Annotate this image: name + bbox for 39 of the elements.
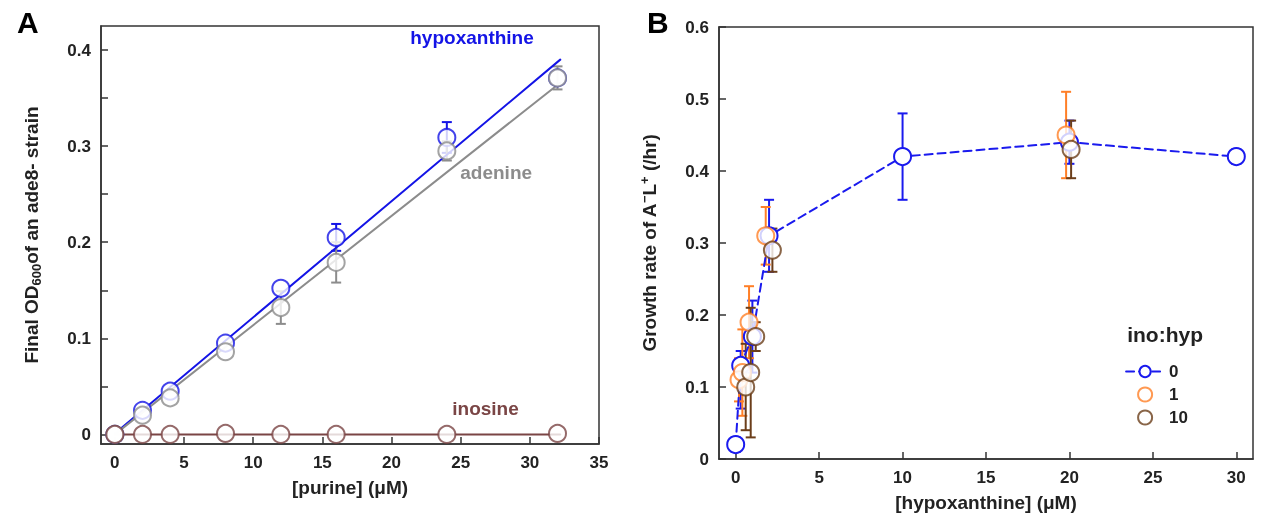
series-label: hypoxanthine <box>410 27 534 49</box>
y-tick-label: 0.3 <box>685 233 709 253</box>
legend-label: 10 <box>1169 408 1189 427</box>
series-label: inosine <box>452 397 519 419</box>
y-axis-title: Growth rate of A−L+ (/hr) <box>637 134 660 352</box>
legend-title: ino:hyp <box>1127 323 1204 346</box>
x-tick-label: 20 <box>382 453 401 472</box>
x-axis-title: [purine] (μM) <box>291 477 409 498</box>
y-tick-label: 0.1 <box>685 377 709 397</box>
series-label: adenine <box>460 162 533 184</box>
x-tick-label: 15 <box>976 468 996 487</box>
x-tick-label: 25 <box>451 453 471 472</box>
legend-label: 0 <box>1169 362 1179 381</box>
x-tick-label: 10 <box>243 453 263 472</box>
x-tick-label: 10 <box>893 468 913 487</box>
chart-title: B <box>647 5 669 39</box>
y-tick-label: 0 <box>81 424 91 444</box>
x-tick-label: 0 <box>110 453 120 472</box>
y-tick-label: 0.4 <box>67 40 92 60</box>
x-tick-label: 5 <box>814 468 824 487</box>
x-tick-label: 20 <box>1059 468 1079 487</box>
y-tick-label: 0.4 <box>685 161 710 181</box>
y-tick-label: 0.1 <box>67 328 91 348</box>
x-tick-label: 30 <box>1226 468 1246 487</box>
legend-label: 1 <box>1169 385 1179 404</box>
y-tick-label: 0.5 <box>685 89 709 109</box>
x-tick-label: 35 <box>589 453 609 472</box>
y-tick-label: 0.2 <box>67 232 91 252</box>
x-tick-label: 15 <box>312 453 332 472</box>
x-tick-label: 25 <box>1143 468 1163 487</box>
x-tick-label: 0 <box>730 468 741 487</box>
y-tick-label: 0.6 <box>685 17 709 37</box>
y-axis-title: Final OD600of an ade8- strain <box>21 106 44 364</box>
y-tick-label: 0.2 <box>685 305 709 325</box>
x-axis-title: [hypoxanthine] (μM) <box>895 492 1077 513</box>
chart-title: A <box>17 5 39 39</box>
y-tick-label: 0.3 <box>67 136 91 156</box>
x-tick-label: 5 <box>179 453 189 472</box>
x-tick-label: 30 <box>520 453 540 472</box>
